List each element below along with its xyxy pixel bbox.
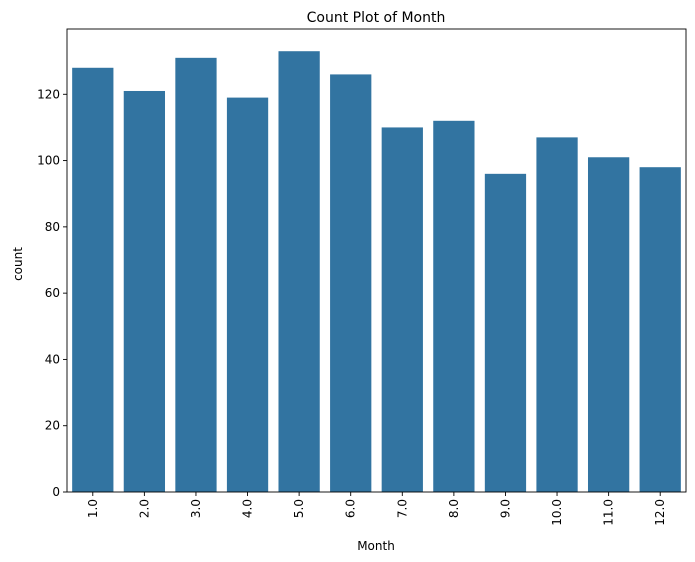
x-tick-label: 5.0	[292, 499, 306, 518]
x-tick-label: 10.0	[550, 499, 564, 526]
y-tick-label: 20	[45, 419, 60, 433]
x-tick-label: 6.0	[344, 499, 358, 518]
y-tick-label: 0	[52, 485, 60, 499]
bar-10.0	[536, 137, 578, 492]
x-axis-ticks: 1.0 2.0 3.0 4.0 5.0 6.0 7.0 8.0 9.0 10.0 11.0 12.0	[86, 492, 667, 526]
bar-2.0	[123, 90, 166, 492]
x-tick-label: 3.0	[189, 499, 203, 518]
bar-12.0	[639, 167, 681, 492]
x-tick-label: 9.0	[498, 499, 512, 518]
bar-1.0	[72, 67, 114, 492]
x-tick-label: 8.0	[447, 499, 461, 518]
x-tick-label: 1.0	[86, 499, 100, 518]
bar-7.0	[381, 127, 423, 493]
bar-9.0	[484, 173, 527, 492]
chart-title: Count Plot of Month	[307, 10, 446, 26]
bar-3.0	[175, 57, 217, 492]
bar-8.0	[433, 120, 475, 493]
x-tick-label: 2.0	[137, 499, 151, 518]
bar-5.0	[278, 51, 320, 493]
bars-group	[72, 51, 681, 493]
bar-11.0	[587, 157, 630, 492]
x-tick-label: 12.0	[653, 499, 667, 526]
y-tick-label: 100	[37, 154, 60, 168]
x-tick-label: 7.0	[395, 499, 409, 518]
x-tick-label: 11.0	[602, 499, 616, 526]
y-axis-ticks: 0 20 40 60 80 100 120	[37, 87, 67, 499]
y-tick-label: 60	[45, 286, 60, 300]
x-axis-label: Month	[357, 539, 395, 553]
y-axis-label: count	[11, 247, 25, 281]
y-tick-label: 120	[37, 87, 60, 101]
bar-4.0	[226, 97, 269, 492]
x-tick-label: 4.0	[241, 499, 255, 518]
y-tick-label: 40	[45, 352, 60, 366]
bar-6.0	[330, 74, 372, 492]
plot-frame	[66, 28, 687, 493]
y-tick-label: 80	[45, 220, 60, 234]
